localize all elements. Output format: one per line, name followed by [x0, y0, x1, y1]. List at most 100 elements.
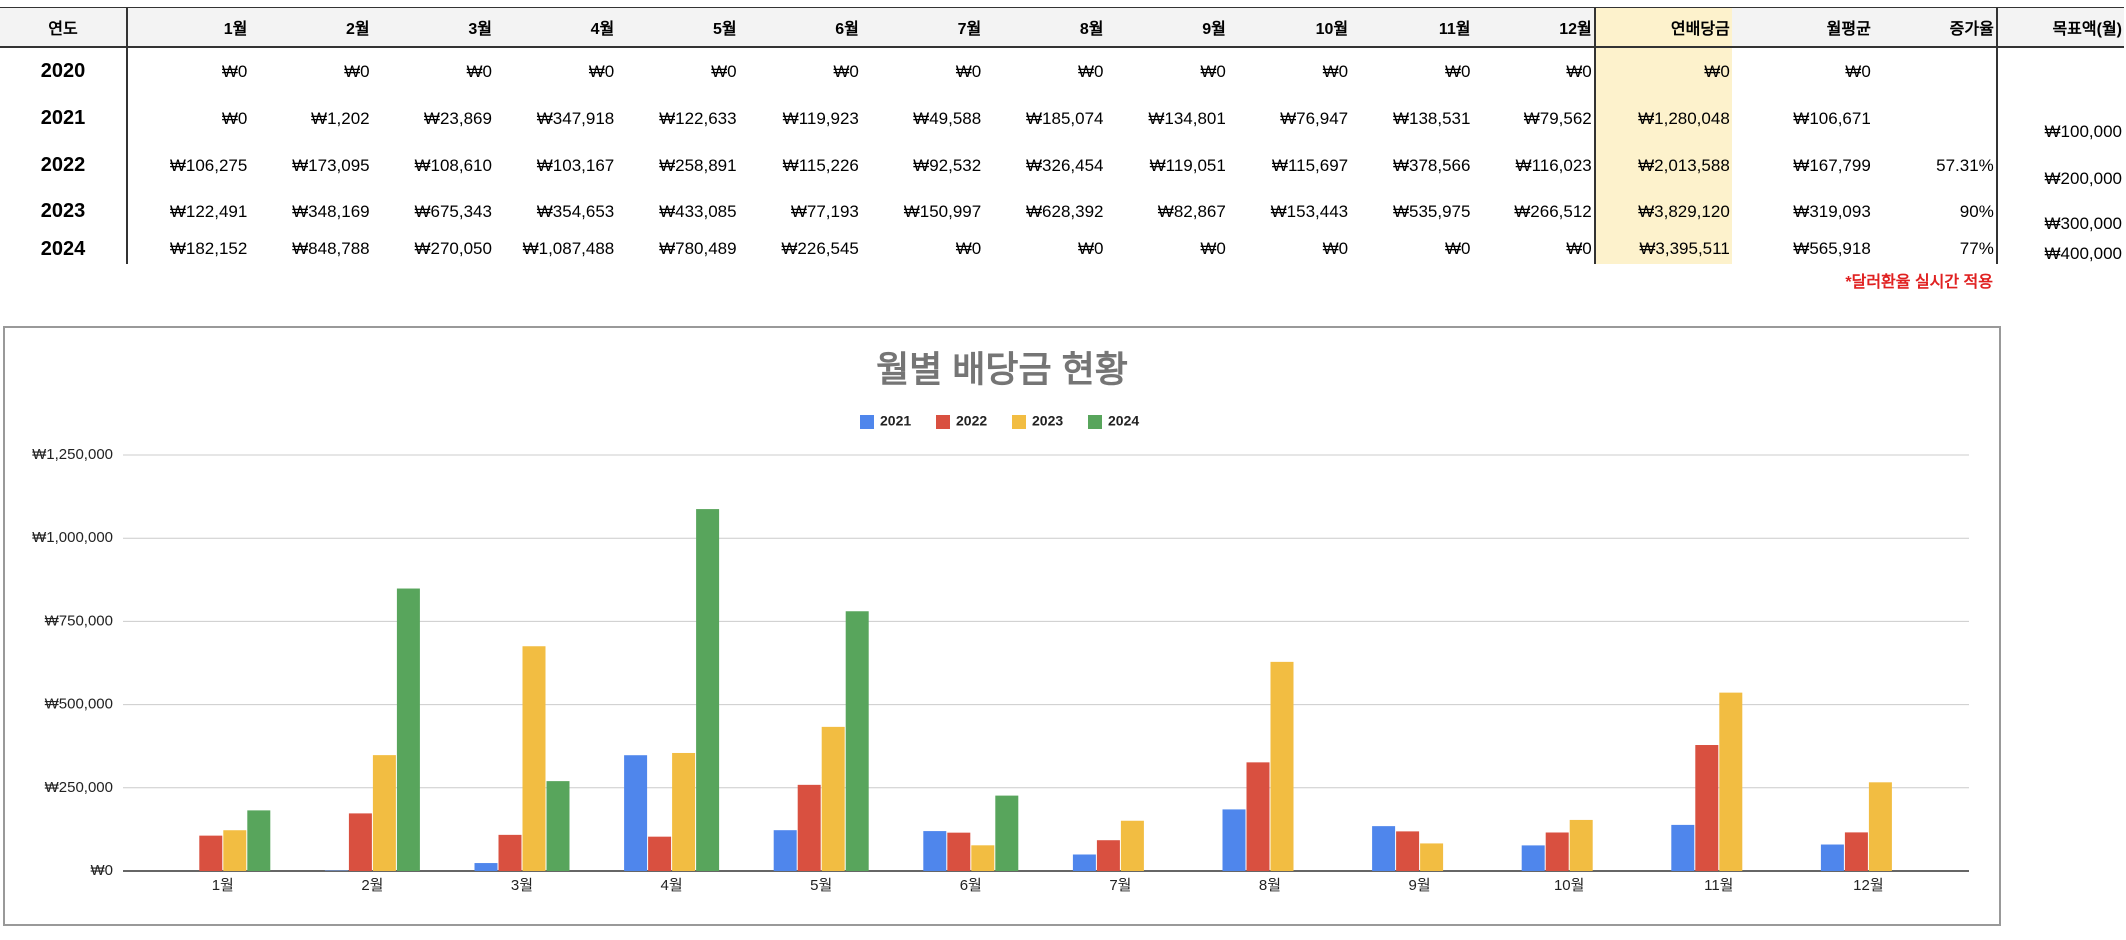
- bar: [1695, 745, 1719, 871]
- cell: ₩77,193: [790, 201, 859, 221]
- bar: [923, 831, 947, 871]
- bar: [1569, 819, 1593, 871]
- cell: ₩1,202: [311, 108, 370, 128]
- cell: ₩0: [1845, 61, 1871, 81]
- cell: ₩92,532: [913, 155, 982, 175]
- cell: ₩348,169: [292, 201, 370, 221]
- cell: ₩100,000: [1995, 95, 2124, 142]
- bar: [845, 611, 869, 871]
- bar: [624, 755, 648, 871]
- bar: [348, 813, 372, 871]
- bar: [648, 836, 672, 871]
- bar: [947, 832, 971, 871]
- cell: ₩378,566: [1392, 155, 1471, 175]
- header-cell: 연도: [0, 7, 128, 48]
- y-tick-label: ₩0: [91, 862, 114, 879]
- cell: [1873, 95, 1997, 142]
- cell: ₩0: [955, 61, 982, 81]
- x-tick-label: 9월: [1409, 877, 1431, 894]
- bar: [199, 835, 223, 871]
- cell: ₩153,443: [1270, 201, 1349, 221]
- cell: 57.31%: [1936, 155, 1994, 175]
- bar: [1868, 782, 1892, 871]
- cell: ₩270,050: [414, 239, 492, 258]
- cell: ₩3,829,120: [1593, 189, 1732, 234]
- data-row: 2022 ₩106,275 ₩173,095 ₩108,610 ₩103,167 ₩258…: [0, 142, 2124, 189]
- bar: [1545, 832, 1569, 871]
- cell: ₩106,275: [126, 142, 250, 189]
- cell: ₩354,653: [536, 201, 615, 221]
- bar: [1820, 844, 1844, 871]
- header-cell: 6월: [738, 7, 861, 48]
- cell: ₩226,545: [781, 239, 859, 258]
- bar: [1420, 843, 1444, 871]
- cell: ₩433,085: [659, 201, 737, 221]
- legend-swatch: [936, 415, 950, 429]
- cell: ₩0: [1200, 239, 1226, 258]
- cell: ₩185,074: [1026, 108, 1104, 128]
- note: *달러환율 실시간 적용: [1845, 274, 1993, 291]
- legend-swatch: [860, 415, 874, 429]
- cell: ₩780,489: [659, 239, 737, 258]
- x-tick-label: 3월: [511, 877, 533, 894]
- cell: [1873, 47, 1997, 95]
- cell: 2020: [40, 60, 86, 82]
- bar: [1096, 840, 1120, 871]
- bar: [696, 509, 720, 871]
- bar: [995, 795, 1019, 871]
- cell: 2024: [40, 237, 86, 260]
- legend-label: 2022: [956, 413, 987, 429]
- cell: ₩258,891: [659, 155, 737, 175]
- y-tick-label: ₩500,000: [45, 696, 113, 713]
- cell: 77%: [1959, 239, 1994, 258]
- cell: ₩326,454: [1026, 155, 1104, 175]
- bar: [1521, 845, 1545, 871]
- bar: [1072, 854, 1096, 871]
- cell: ₩565,918: [1793, 239, 1871, 258]
- cell: ₩628,392: [1026, 201, 1104, 221]
- header-cell: 증가율: [1872, 7, 1997, 48]
- header-cell: 9월: [1105, 7, 1228, 48]
- header-cell: 11월: [1350, 7, 1473, 48]
- bar: [672, 752, 696, 871]
- cell: ₩0: [1200, 61, 1226, 81]
- bar: [821, 726, 845, 871]
- dividend-table: 연도 1월 2월 3월 4월 5월 6월 7월 8월 9월 10월 11월 12월 연배당금 월평균 증가율 목…: [0, 7, 2124, 264]
- cell: ₩122,491: [126, 189, 250, 234]
- cell: ₩0: [126, 95, 250, 142]
- bar: [223, 830, 247, 871]
- cell: ₩0: [344, 61, 370, 81]
- cell: ₩0: [1078, 239, 1104, 258]
- cell: ₩400,000: [1995, 234, 2124, 264]
- cell: 2021: [40, 107, 86, 129]
- bar: [522, 646, 546, 871]
- bar: [1396, 831, 1420, 871]
- cell: ₩173,095: [292, 155, 370, 175]
- header-cell: 8월: [983, 7, 1106, 48]
- header-cell: 5월: [616, 7, 739, 48]
- bar: [1270, 661, 1294, 871]
- cell: ₩347,918: [536, 108, 615, 128]
- cell: ₩116,023: [1515, 155, 1592, 175]
- y-tick-label: ₩250,000: [45, 779, 113, 796]
- data-row: 2020 ₩0 ₩0 ₩0 ₩0 ₩0 ₩0 ₩0 ₩0 ₩0 ₩0 ₩0 ₩0 ₩0 ₩0: [0, 47, 2124, 95]
- x-tick-label: 5월: [810, 877, 832, 894]
- cell: ₩182,152: [126, 234, 250, 264]
- cell: ₩0: [1593, 47, 1732, 95]
- cell: ₩115,697: [1271, 155, 1349, 175]
- cell: ₩49,588: [913, 108, 982, 128]
- cell: ₩0: [1566, 239, 1592, 258]
- cell: ₩103,167: [536, 155, 615, 175]
- cell: ₩119,923: [782, 108, 859, 128]
- cell: ₩2,013,588: [1593, 142, 1732, 189]
- header-cell: 월평균: [1731, 7, 1873, 48]
- cell: ₩138,531: [1392, 108, 1471, 128]
- legend-label: 2023: [1032, 413, 1063, 429]
- x-tick-label: 8월: [1259, 877, 1281, 894]
- header-row: 연도 1월 2월 3월 4월 5월 6월 7월 8월 9월 10월 11월 12월 연배당금 월평균 증가율 목…: [0, 7, 2124, 48]
- x-tick-label: 2월: [361, 877, 383, 894]
- cell: ₩79,562: [1523, 108, 1592, 128]
- cell: ₩300,000: [1995, 189, 2124, 234]
- header-cell: 10월: [1227, 7, 1351, 48]
- chart: 월별 배당금 현황 ₩0 ₩250,000 ₩500,000 ₩750,000 ₩1,0…: [3, 326, 2001, 926]
